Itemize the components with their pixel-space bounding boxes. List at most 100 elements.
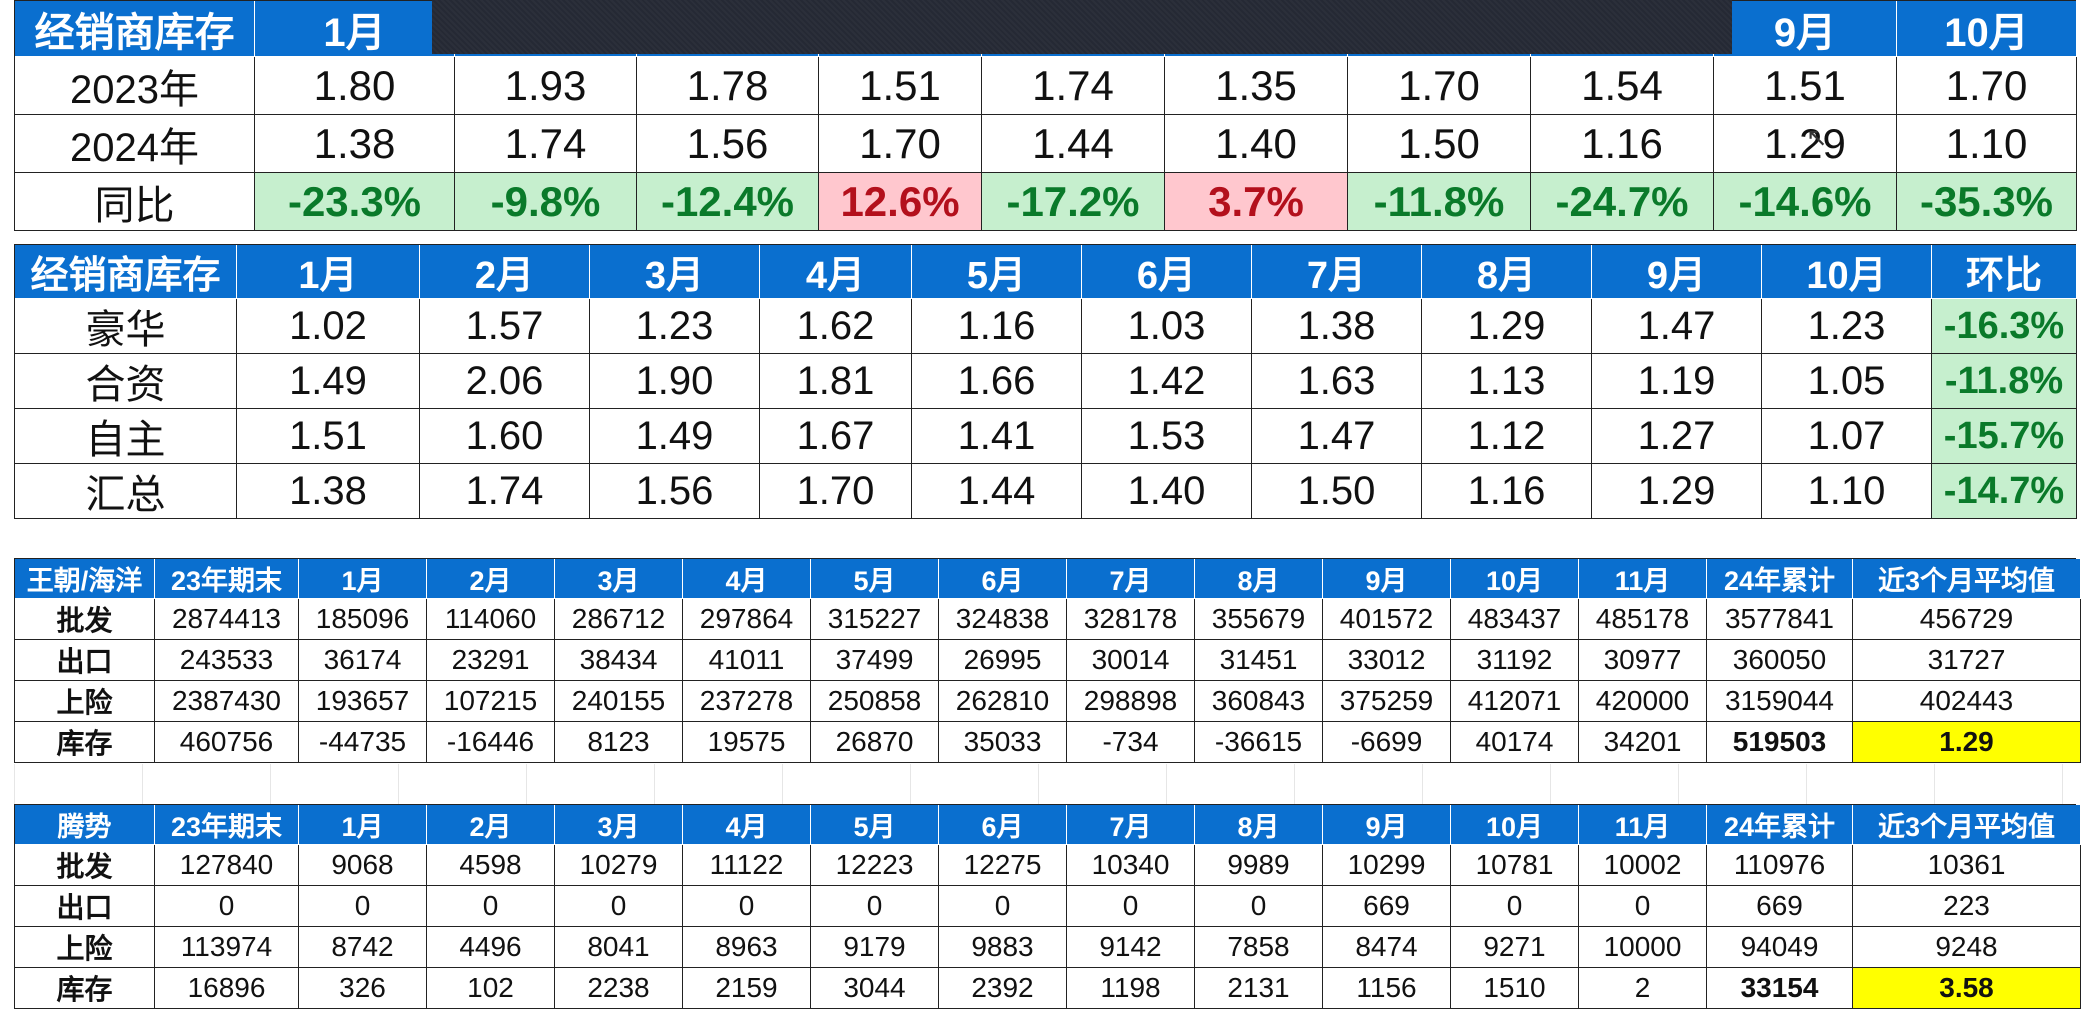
value-cell[interactable]: 237278 — [683, 681, 811, 722]
value-cell[interactable]: 0 — [1067, 886, 1195, 927]
value-cell[interactable]: 250858 — [811, 681, 939, 722]
header-cell[interactable]: 1月 — [299, 559, 427, 599]
value-cell[interactable]: 10279 — [555, 845, 683, 886]
value-cell[interactable]: 1.10 — [1762, 464, 1932, 519]
value-cell[interactable]: 0 — [427, 886, 555, 927]
header-cell[interactable]: 5月 — [811, 559, 939, 599]
value-cell[interactable]: 519503 — [1707, 722, 1853, 763]
value-cell[interactable]: 10000 — [1579, 927, 1707, 968]
value-cell[interactable]: 1.47 — [1252, 409, 1422, 464]
value-cell[interactable]: 1.29 — [1714, 115, 1897, 173]
value-cell[interactable]: 1.03 — [1082, 299, 1252, 354]
value-cell[interactable]: -36615 — [1195, 722, 1323, 763]
yoy-percent-cell[interactable]: -35.3% — [1897, 173, 2077, 231]
value-cell[interactable]: 9068 — [299, 845, 427, 886]
header-cell[interactable]: 11月 — [1579, 559, 1707, 599]
value-cell[interactable]: 9989 — [1195, 845, 1323, 886]
row-label-cell[interactable]: 2023年 — [15, 57, 255, 115]
value-cell[interactable]: -16446 — [427, 722, 555, 763]
value-cell[interactable]: 286712 — [555, 599, 683, 640]
header-cell[interactable]: 腾势 — [15, 805, 155, 845]
value-cell[interactable]: 324838 — [939, 599, 1067, 640]
mom-change-cell[interactable]: -16.3% — [1932, 299, 2077, 354]
value-cell[interactable]: 1198 — [1067, 968, 1195, 1009]
value-cell[interactable]: 3.58 — [1853, 968, 2081, 1009]
header-cell[interactable]: 9月 — [1592, 245, 1762, 299]
value-cell[interactable]: 1.67 — [760, 409, 912, 464]
value-cell[interactable]: 1.50 — [1252, 464, 1422, 519]
value-cell[interactable]: 102 — [427, 968, 555, 1009]
value-cell[interactable]: 2238 — [555, 968, 683, 1009]
value-cell[interactable]: 0 — [299, 886, 427, 927]
header-cell[interactable]: 7月 — [1067, 805, 1195, 845]
header-cell[interactable]: 4月 — [683, 559, 811, 599]
header-cell[interactable]: 近3个月平均值 — [1853, 805, 2081, 845]
value-cell[interactable]: 1.51 — [1714, 57, 1897, 115]
value-cell[interactable]: -44735 — [299, 722, 427, 763]
value-cell[interactable]: 1.80 — [255, 57, 455, 115]
value-cell[interactable]: 26995 — [939, 640, 1067, 681]
value-cell[interactable]: 420000 — [1579, 681, 1707, 722]
row-label-cell[interactable]: 库存 — [15, 968, 155, 1009]
value-cell[interactable]: 3577841 — [1707, 599, 1853, 640]
value-cell[interactable]: 8474 — [1323, 927, 1451, 968]
mom-change-cell[interactable]: -11.8% — [1932, 354, 2077, 409]
value-cell[interactable]: 8742 — [299, 927, 427, 968]
header-cell[interactable]: 23年期末 — [155, 805, 299, 845]
value-cell[interactable]: 9179 — [811, 927, 939, 968]
value-cell[interactable]: 485178 — [1579, 599, 1707, 640]
value-cell[interactable]: 1.70 — [819, 115, 982, 173]
value-cell[interactable]: 297864 — [683, 599, 811, 640]
value-cell[interactable]: 315227 — [811, 599, 939, 640]
value-cell[interactable]: 11122 — [683, 845, 811, 886]
value-cell[interactable]: 669 — [1323, 886, 1451, 927]
value-cell[interactable]: 31451 — [1195, 640, 1323, 681]
value-cell[interactable]: 185096 — [299, 599, 427, 640]
header-cell[interactable]: 2月 — [420, 245, 590, 299]
value-cell[interactable]: 1.93 — [455, 57, 637, 115]
value-cell[interactable]: 2387430 — [155, 681, 299, 722]
value-cell[interactable]: 1.41 — [912, 409, 1082, 464]
yoy-percent-cell[interactable]: -9.8% — [455, 173, 637, 231]
value-cell[interactable]: 1.40 — [1082, 464, 1252, 519]
value-cell[interactable]: 1.62 — [760, 299, 912, 354]
value-cell[interactable]: 0 — [1451, 886, 1579, 927]
header-cell[interactable]: 23年期末 — [155, 559, 299, 599]
value-cell[interactable]: 360843 — [1195, 681, 1323, 722]
value-cell[interactable]: 41011 — [683, 640, 811, 681]
value-cell[interactable]: 223 — [1853, 886, 2081, 927]
yoy-percent-cell[interactable]: -24.7% — [1531, 173, 1714, 231]
value-cell[interactable]: 1.74 — [982, 57, 1165, 115]
value-cell[interactable]: 16896 — [155, 968, 299, 1009]
value-cell[interactable]: 1.29 — [1592, 464, 1762, 519]
value-cell[interactable]: 262810 — [939, 681, 1067, 722]
header-cell[interactable]: 近3个月平均值 — [1853, 559, 2081, 599]
value-cell[interactable]: 1.16 — [1422, 464, 1592, 519]
value-cell[interactable]: 1.12 — [1422, 409, 1592, 464]
row-label-cell[interactable]: 出口 — [15, 640, 155, 681]
value-cell[interactable]: 1.78 — [637, 57, 819, 115]
value-cell[interactable]: 4598 — [427, 845, 555, 886]
header-cell[interactable]: 10月 — [1762, 245, 1932, 299]
value-cell[interactable]: 113974 — [155, 927, 299, 968]
value-cell[interactable]: 3159044 — [1707, 681, 1853, 722]
header-cell[interactable]: 24年累计 — [1707, 559, 1853, 599]
value-cell[interactable]: 1.35 — [1165, 57, 1348, 115]
yoy-percent-cell[interactable]: -23.3% — [255, 173, 455, 231]
value-cell[interactable]: 1.60 — [420, 409, 590, 464]
value-cell[interactable]: 0 — [1579, 886, 1707, 927]
value-cell[interactable]: 1.38 — [1252, 299, 1422, 354]
header-cell[interactable]: 2月 — [427, 805, 555, 845]
value-cell[interactable]: 1.50 — [1348, 115, 1531, 173]
mom-change-cell[interactable]: -15.7% — [1932, 409, 2077, 464]
header-cell[interactable]: 11月 — [1579, 805, 1707, 845]
header-cell[interactable]: 1月 — [299, 805, 427, 845]
value-cell[interactable]: 1.66 — [912, 354, 1082, 409]
header-cell[interactable]: 3月 — [555, 805, 683, 845]
row-label-cell[interactable]: 汇总 — [15, 464, 237, 519]
value-cell[interactable]: 1.54 — [1531, 57, 1714, 115]
value-cell[interactable]: 94049 — [1707, 927, 1853, 968]
value-cell[interactable]: 1.53 — [1082, 409, 1252, 464]
header-cell[interactable]: 8月 — [1422, 245, 1592, 299]
value-cell[interactable]: 8041 — [555, 927, 683, 968]
